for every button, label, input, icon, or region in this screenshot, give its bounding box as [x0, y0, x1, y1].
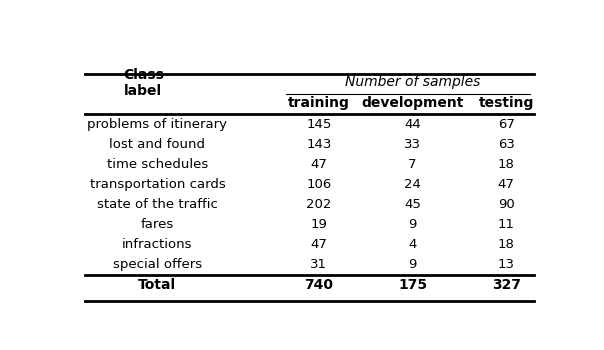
Text: special offers: special offers	[113, 258, 202, 271]
Text: 18: 18	[498, 238, 515, 251]
Text: 63: 63	[498, 138, 515, 151]
Text: Total: Total	[138, 278, 176, 292]
Text: infractions: infractions	[122, 238, 193, 251]
Text: development: development	[361, 96, 464, 110]
Text: 13: 13	[498, 258, 515, 271]
Text: 740: 740	[304, 278, 333, 292]
Text: 18: 18	[498, 158, 515, 171]
Text: 47: 47	[310, 158, 327, 171]
Text: 145: 145	[306, 118, 332, 131]
Text: transportation cards: transportation cards	[89, 178, 225, 191]
Text: problems of itinerary: problems of itinerary	[88, 118, 228, 131]
Text: 9: 9	[408, 218, 417, 231]
Text: 327: 327	[492, 278, 521, 292]
Text: 45: 45	[404, 198, 421, 211]
Text: 47: 47	[498, 178, 515, 191]
Text: 11: 11	[498, 218, 515, 231]
Text: 4: 4	[408, 238, 417, 251]
Text: training: training	[288, 96, 350, 110]
Text: 19: 19	[310, 218, 327, 231]
Text: fares: fares	[141, 218, 174, 231]
Text: Number of samples: Number of samples	[345, 75, 480, 89]
Text: testing: testing	[478, 96, 534, 110]
Text: state of the traffic: state of the traffic	[97, 198, 218, 211]
Text: time schedules: time schedules	[107, 158, 208, 171]
Text: 175: 175	[398, 278, 427, 292]
Text: 143: 143	[306, 138, 332, 151]
Text: 24: 24	[404, 178, 421, 191]
Text: 47: 47	[310, 238, 327, 251]
Text: 44: 44	[404, 118, 421, 131]
Text: 106: 106	[306, 178, 332, 191]
Text: 33: 33	[404, 138, 421, 151]
Text: 202: 202	[306, 198, 332, 211]
Text: lost and found: lost and found	[109, 138, 205, 151]
Text: 67: 67	[498, 118, 515, 131]
Text: 31: 31	[310, 258, 327, 271]
Text: Class
label: Class label	[123, 68, 164, 98]
Text: 7: 7	[408, 158, 417, 171]
Text: 90: 90	[498, 198, 515, 211]
Text: 9: 9	[408, 258, 417, 271]
